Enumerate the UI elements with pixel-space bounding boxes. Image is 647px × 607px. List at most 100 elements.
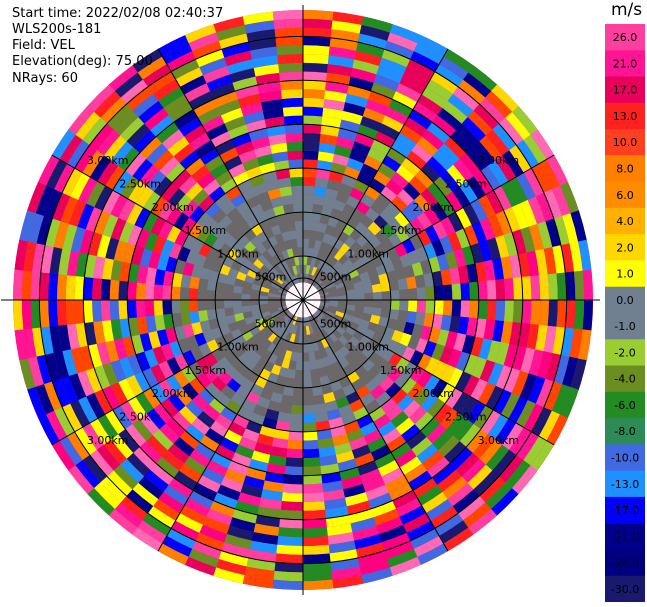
velocity-gate <box>471 221 487 244</box>
velocity-gate <box>259 299 269 305</box>
velocity-gate <box>250 304 261 311</box>
velocity-gate <box>157 491 185 514</box>
velocity-gate <box>395 83 423 103</box>
velocity-gate <box>356 325 368 336</box>
range-label: 2.00km <box>152 201 194 214</box>
velocity-gate <box>309 230 318 240</box>
velocity-gate <box>466 263 478 283</box>
velocity-gate <box>257 254 268 265</box>
velocity-gate <box>250 299 260 306</box>
velocity-gate <box>302 413 316 424</box>
velocity-gate <box>229 67 256 83</box>
velocity-gate <box>198 309 209 322</box>
velocity-gate <box>118 146 141 171</box>
velocity-gate <box>343 166 361 180</box>
velocity-gate <box>355 385 371 400</box>
velocity-gate <box>58 248 72 276</box>
velocity-gate <box>127 299 137 319</box>
velocity-gate <box>202 65 231 84</box>
colorbar-swatch <box>605 391 645 419</box>
velocity-gate <box>278 518 303 529</box>
velocity-gate <box>444 136 467 160</box>
velocity-gate <box>455 351 471 372</box>
velocity-gate <box>74 299 85 324</box>
velocity-gate <box>338 269 349 279</box>
velocity-gate <box>234 500 260 515</box>
velocity-gate <box>565 271 576 301</box>
velocity-gate <box>216 484 241 501</box>
velocity-gate <box>334 145 353 159</box>
velocity-gate <box>211 260 223 273</box>
velocity-gate <box>217 370 233 385</box>
velocity-gate <box>232 292 242 300</box>
velocity-gate <box>274 27 304 38</box>
velocity-gate <box>241 287 252 295</box>
velocity-gate <box>215 139 236 156</box>
velocity-gate <box>198 388 215 405</box>
velocity-gate <box>209 420 229 437</box>
velocity-gate <box>323 326 333 336</box>
velocity-gate <box>578 239 592 272</box>
velocity-gate <box>256 191 271 204</box>
velocity-gate <box>303 229 311 239</box>
velocity-gate <box>253 258 264 270</box>
velocity-gate <box>289 305 298 314</box>
velocity-gate <box>487 362 504 387</box>
velocity-gate <box>52 378 71 408</box>
velocity-gate <box>206 299 216 311</box>
velocity-gate <box>267 332 278 343</box>
velocity-gate <box>282 203 294 215</box>
velocity-gate <box>363 429 383 445</box>
velocity-gate <box>259 295 269 300</box>
velocity-gate <box>238 264 250 275</box>
velocity-gate <box>202 256 215 271</box>
velocity-gate <box>332 260 343 271</box>
velocity-gate <box>272 383 285 395</box>
velocity-gate <box>303 168 318 178</box>
velocity-gate <box>266 125 286 137</box>
velocity-gate <box>431 313 443 330</box>
colorbar-tick-label: -1.0 <box>614 320 635 333</box>
velocity-gate <box>338 335 349 346</box>
range-label: 2.00km <box>412 201 454 214</box>
colorbar-swatch <box>605 76 645 104</box>
velocity-gate <box>122 242 136 264</box>
velocity-gate <box>274 315 284 324</box>
velocity-gate <box>414 411 434 431</box>
velocity-gate <box>267 299 277 304</box>
velocity-gate <box>126 123 151 148</box>
velocity-gate <box>303 27 333 38</box>
velocity-gate <box>423 272 435 288</box>
velocity-gate <box>238 221 252 235</box>
velocity-gate <box>295 308 301 317</box>
velocity-gate <box>380 186 398 203</box>
velocity-gate <box>344 236 357 248</box>
velocity-gate <box>436 253 450 272</box>
velocity-gate <box>386 270 398 282</box>
velocity-gate <box>144 348 159 368</box>
velocity-gate <box>354 132 375 148</box>
velocity-gate <box>166 50 197 72</box>
velocity-gate <box>270 391 283 404</box>
velocity-gate <box>120 400 140 424</box>
velocity-gate <box>120 495 149 521</box>
velocity-gate <box>483 319 496 341</box>
velocity-gate <box>390 289 400 301</box>
velocity-gate <box>348 252 360 264</box>
velocity-gate <box>509 322 522 347</box>
velocity-gate <box>260 264 271 275</box>
velocity-gate <box>152 345 167 365</box>
velocity-gate <box>266 342 277 354</box>
velocity-gate <box>321 356 332 367</box>
velocity-gate <box>255 243 267 255</box>
velocity-gate <box>442 284 453 301</box>
velocity-gate <box>383 327 395 340</box>
velocity-gate <box>35 383 55 415</box>
velocity-gate <box>304 308 309 318</box>
velocity-gate <box>283 350 293 361</box>
velocity-gate <box>543 325 557 354</box>
colorbar-swatch <box>605 365 645 393</box>
velocity-gate <box>275 420 291 432</box>
velocity-gate <box>453 248 467 268</box>
velocity-gate <box>403 321 415 336</box>
